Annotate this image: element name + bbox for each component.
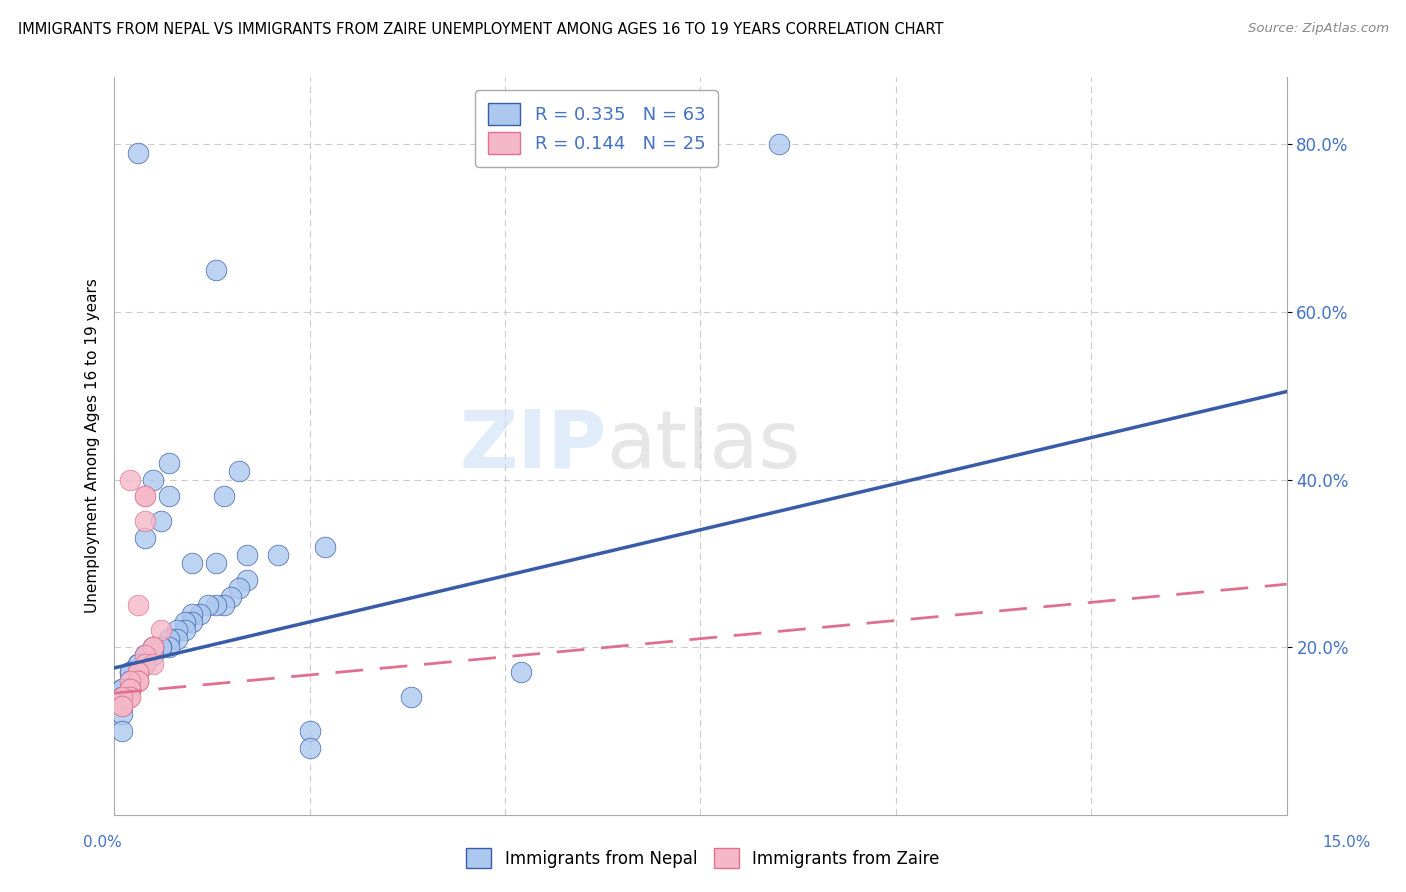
- Point: [228, 464, 250, 478]
- Point: [127, 665, 149, 680]
- Point: [134, 648, 156, 663]
- Point: [118, 690, 141, 705]
- Point: [127, 665, 149, 680]
- Point: [134, 531, 156, 545]
- Point: [157, 456, 180, 470]
- Point: [768, 137, 790, 152]
- Point: [118, 681, 141, 696]
- Point: [150, 640, 173, 654]
- Legend: R = 0.335   N = 63, R = 0.144   N = 25: R = 0.335 N = 63, R = 0.144 N = 25: [475, 90, 718, 167]
- Point: [111, 698, 134, 713]
- Point: [236, 573, 259, 587]
- Point: [173, 624, 195, 638]
- Point: [142, 473, 165, 487]
- Point: [118, 665, 141, 680]
- Point: [236, 548, 259, 562]
- Point: [127, 665, 149, 680]
- Point: [399, 690, 422, 705]
- Point: [118, 673, 141, 688]
- Point: [111, 690, 134, 705]
- Point: [127, 657, 149, 671]
- Point: [142, 640, 165, 654]
- Point: [111, 690, 134, 705]
- Point: [181, 615, 204, 629]
- Text: 0.0%: 0.0%: [83, 836, 122, 850]
- Point: [134, 515, 156, 529]
- Point: [127, 657, 149, 671]
- Point: [267, 548, 290, 562]
- Point: [118, 673, 141, 688]
- Point: [188, 607, 211, 621]
- Point: [221, 590, 243, 604]
- Point: [204, 263, 226, 277]
- Point: [204, 598, 226, 612]
- Point: [111, 698, 134, 713]
- Point: [134, 489, 156, 503]
- Point: [134, 648, 156, 663]
- Point: [150, 640, 173, 654]
- Point: [127, 673, 149, 688]
- Point: [127, 598, 149, 612]
- Point: [118, 681, 141, 696]
- Y-axis label: Unemployment Among Ages 16 to 19 years: Unemployment Among Ages 16 to 19 years: [86, 278, 100, 614]
- Point: [157, 632, 180, 646]
- Point: [212, 598, 235, 612]
- Point: [228, 582, 250, 596]
- Point: [118, 690, 141, 705]
- Point: [118, 665, 141, 680]
- Point: [111, 723, 134, 738]
- Point: [204, 556, 226, 570]
- Point: [142, 657, 165, 671]
- Point: [127, 145, 149, 160]
- Text: atlas: atlas: [606, 407, 801, 485]
- Point: [298, 723, 321, 738]
- Point: [118, 681, 141, 696]
- Point: [181, 607, 204, 621]
- Point: [118, 681, 141, 696]
- Point: [111, 681, 134, 696]
- Text: 15.0%: 15.0%: [1323, 836, 1371, 850]
- Point: [150, 624, 173, 638]
- Point: [127, 673, 149, 688]
- Point: [134, 657, 156, 671]
- Point: [166, 624, 188, 638]
- Point: [181, 556, 204, 570]
- Point: [509, 665, 531, 680]
- Point: [111, 681, 134, 696]
- Point: [166, 632, 188, 646]
- Point: [197, 598, 219, 612]
- Point: [118, 673, 141, 688]
- Point: [127, 665, 149, 680]
- Point: [150, 515, 173, 529]
- Point: [157, 640, 180, 654]
- Point: [118, 673, 141, 688]
- Legend: Immigrants from Nepal, Immigrants from Zaire: Immigrants from Nepal, Immigrants from Z…: [458, 839, 948, 877]
- Point: [157, 489, 180, 503]
- Point: [173, 615, 195, 629]
- Point: [134, 489, 156, 503]
- Point: [111, 698, 134, 713]
- Point: [111, 690, 134, 705]
- Point: [134, 657, 156, 671]
- Point: [142, 640, 165, 654]
- Point: [111, 706, 134, 721]
- Point: [142, 648, 165, 663]
- Point: [134, 657, 156, 671]
- Point: [134, 648, 156, 663]
- Point: [298, 740, 321, 755]
- Point: [142, 640, 165, 654]
- Point: [111, 690, 134, 705]
- Point: [118, 681, 141, 696]
- Point: [142, 640, 165, 654]
- Point: [212, 489, 235, 503]
- Point: [127, 673, 149, 688]
- Point: [314, 540, 336, 554]
- Text: IMMIGRANTS FROM NEPAL VS IMMIGRANTS FROM ZAIRE UNEMPLOYMENT AMONG AGES 16 TO 19 : IMMIGRANTS FROM NEPAL VS IMMIGRANTS FROM…: [18, 22, 943, 37]
- Point: [118, 473, 141, 487]
- Text: Source: ZipAtlas.com: Source: ZipAtlas.com: [1249, 22, 1389, 36]
- Point: [111, 698, 134, 713]
- Text: ZIP: ZIP: [460, 407, 606, 485]
